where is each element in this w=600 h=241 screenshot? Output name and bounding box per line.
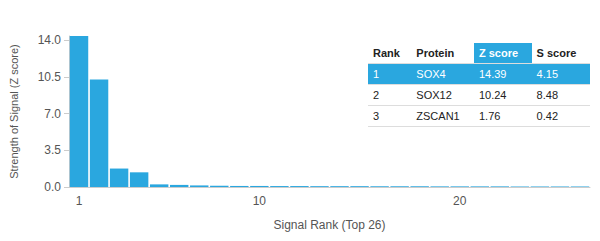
html-text:SOX12: SOX12 [416,89,452,101]
svg-text:10: 10 [253,194,267,208]
html-text:S score: S score [536,47,577,59]
svg-text:7.0: 7.0 [44,107,61,121]
html-text:Protein: Protein [416,47,455,59]
svg-text:14.0: 14.0 [38,33,62,47]
html-text:Z score: Z score [479,47,519,59]
svg-text:10.5: 10.5 [38,70,62,84]
html-text:8.48: 8.48 [536,89,558,101]
html-text:Rank: Rank [373,47,400,59]
html-text:1.76: 1.76 [479,110,501,122]
html-text:SOX4: SOX4 [416,68,446,80]
html-text:ZSCAN1: ZSCAN1 [416,110,460,122]
html-text:14.39: 14.39 [479,68,507,80]
svg-text:3.5: 3.5 [44,143,61,157]
html-text:1: 1 [373,68,380,80]
svg-text:20: 20 [453,194,467,208]
svg-text:0.0: 0.0 [44,180,61,194]
html-text:3: 3 [373,110,380,122]
svg-text:Strength of Signal (Z score): Strength of Signal (Z score) [8,44,20,179]
html-text:10.24: 10.24 [479,89,507,101]
html-text:2: 2 [373,89,380,101]
svg-text:Signal Rank (Top 26): Signal Rank (Top 26) [273,218,385,232]
html-text:0.42: 0.42 [536,110,558,122]
svg-text:1: 1 [76,194,83,208]
html-text:4.15: 4.15 [536,68,558,80]
